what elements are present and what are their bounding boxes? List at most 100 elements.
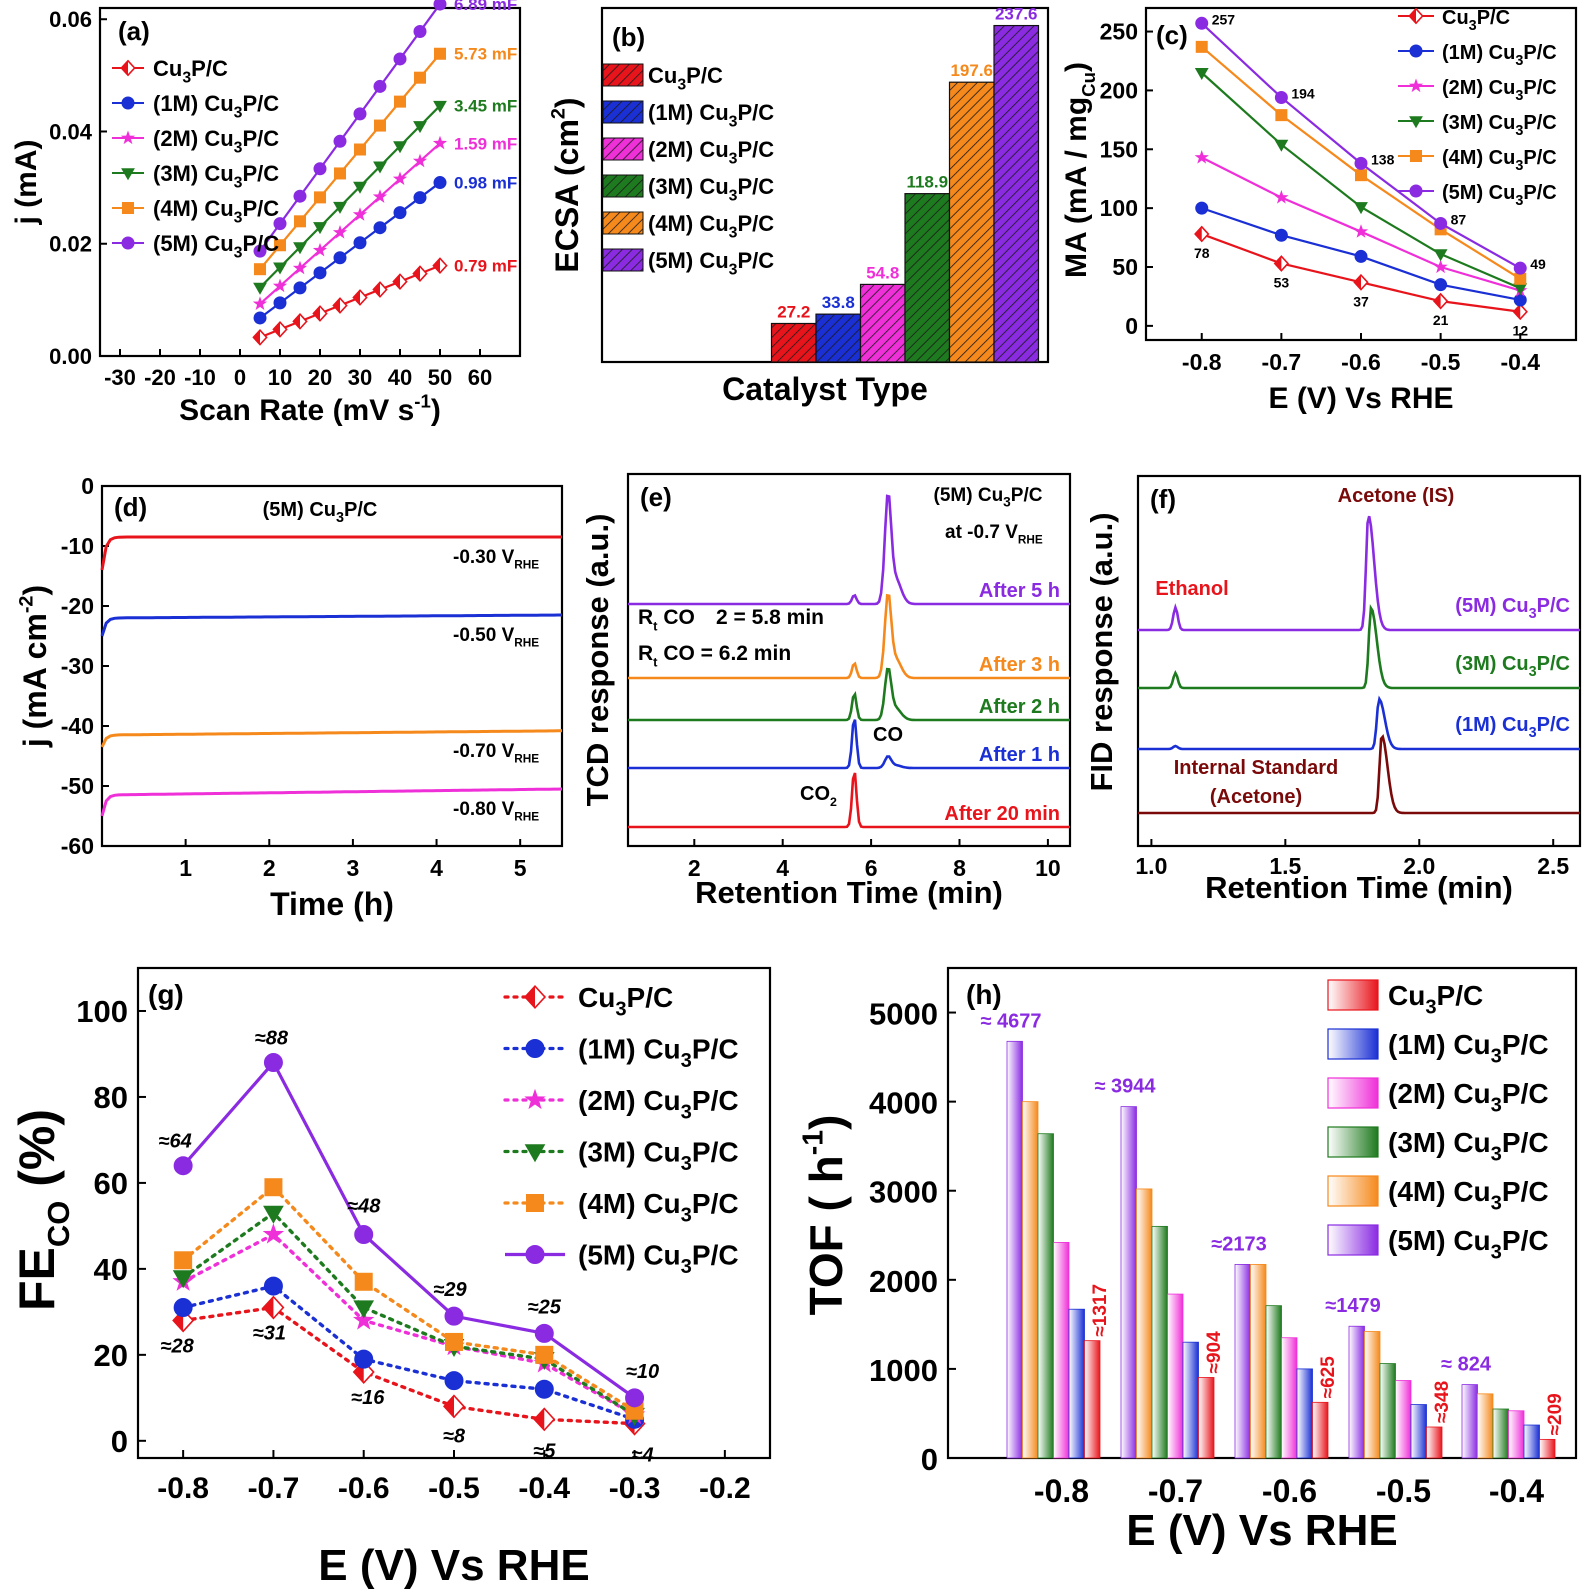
data-point bbox=[264, 1178, 283, 1197]
x-tick-label: 40 bbox=[388, 365, 412, 390]
data-point bbox=[353, 1300, 375, 1319]
text-subscript: 3 bbox=[1491, 1094, 1502, 1116]
bar-value-label: ≈904 bbox=[1204, 1331, 1225, 1374]
text-part: Cu bbox=[1388, 980, 1425, 1011]
text-part: (2M) bbox=[578, 1085, 643, 1116]
data-point bbox=[433, 176, 447, 190]
text-part: /C bbox=[752, 211, 774, 236]
legend-swatch bbox=[1327, 1028, 1379, 1060]
data-point bbox=[535, 1345, 554, 1364]
trace-label: After 20 min bbox=[944, 803, 1060, 825]
data-point bbox=[312, 305, 328, 322]
text-part: /C bbox=[206, 56, 228, 81]
y-tick-label: 60 bbox=[94, 1166, 128, 1201]
panel-a: -30 -20 -10 0 10 20 30 40 50 60 0.00 0.02 0.04 0.06 (a… bbox=[10, 0, 522, 427]
text-part: Cu bbox=[699, 174, 728, 199]
x-tick-label: 0 bbox=[234, 365, 246, 390]
data-point bbox=[1353, 273, 1369, 291]
chromatogram-trace bbox=[628, 772, 1070, 829]
text-subscript: 3 bbox=[729, 225, 738, 242]
legend-swatch bbox=[1327, 1077, 1379, 1109]
text-part: /C bbox=[1550, 595, 1570, 617]
y-tick-label: -10 bbox=[61, 533, 94, 559]
bar bbox=[1182, 1341, 1199, 1459]
text-subscript: 3 bbox=[234, 105, 243, 122]
current-trace bbox=[100, 729, 562, 748]
data-point bbox=[254, 263, 266, 276]
marker-fill bbox=[534, 1408, 545, 1431]
text-part: Cu bbox=[204, 126, 233, 151]
panel-e: 2 4 6 8 10 (e) Retention Time (min) TCD respons… bbox=[580, 472, 1072, 910]
bar-value-label: ≈1479 bbox=[1325, 1295, 1380, 1317]
text-part: /C bbox=[1455, 980, 1483, 1011]
text-subscript: 3 bbox=[336, 510, 344, 526]
legend-label: Cu3P/C bbox=[1442, 7, 1510, 34]
data-label: ≈88 bbox=[255, 1028, 289, 1050]
y-tick-label: 80 bbox=[94, 1080, 128, 1115]
text-part: Cu bbox=[1489, 42, 1516, 64]
text-part: Cu bbox=[1502, 653, 1529, 675]
marker-fill bbox=[333, 298, 340, 313]
data-point bbox=[533, 1407, 556, 1432]
legend-swatch bbox=[1327, 1126, 1379, 1158]
legend-swatch bbox=[602, 248, 644, 272]
text-part: P bbox=[737, 248, 752, 273]
text-part: Cu bbox=[699, 211, 728, 236]
data-point bbox=[292, 313, 308, 330]
text-subscript: 3 bbox=[234, 210, 243, 227]
data-label: 49 bbox=[1530, 256, 1546, 272]
data-point bbox=[352, 207, 368, 221]
text-part: ) bbox=[549, 97, 585, 108]
text-subscript: 2 bbox=[830, 795, 837, 809]
text-part: Scan Rate (mV s bbox=[179, 394, 414, 427]
retention-note: 2 = 5.8 min bbox=[716, 606, 824, 629]
bar bbox=[1167, 1293, 1184, 1459]
x-tick-label: 30 bbox=[348, 365, 372, 390]
text-part: Cu bbox=[648, 63, 677, 88]
bar-value-label: 54.8 bbox=[866, 263, 899, 282]
data-point bbox=[293, 242, 307, 255]
text-part: /C bbox=[257, 91, 279, 116]
legend-marker bbox=[1409, 184, 1423, 198]
bar bbox=[815, 313, 862, 363]
legend-marker bbox=[121, 96, 135, 110]
text-subscript: 3 bbox=[1515, 53, 1523, 69]
text-part: (2M) bbox=[1388, 1078, 1453, 1109]
text-part: P bbox=[191, 56, 206, 81]
text-part: Cu bbox=[578, 982, 615, 1013]
text-subscript: 3 bbox=[1529, 606, 1537, 622]
data-point bbox=[433, 100, 447, 113]
y-axis-title: j (mA cm-2) bbox=[16, 585, 53, 748]
peak-label: CO bbox=[873, 724, 903, 746]
text-subscript: RHE bbox=[514, 753, 539, 766]
panel-title: (5M) Cu3P/C bbox=[934, 485, 1043, 510]
y-tick-label: 5000 bbox=[869, 997, 938, 1032]
bar-value-label: 33.8 bbox=[822, 293, 855, 312]
text-subscript: 3 bbox=[1515, 88, 1523, 104]
text-part: /C bbox=[257, 126, 279, 151]
y-tick-label: 250 bbox=[1100, 19, 1138, 45]
text-part: ) bbox=[1060, 62, 1093, 72]
text-subscript: 3 bbox=[729, 114, 738, 131]
x-tick-label: 1.5 bbox=[1269, 853, 1301, 879]
x-axis-title: Retention Time (min) bbox=[695, 875, 1003, 910]
legend-label: (5M) Cu3P/C bbox=[1388, 1225, 1549, 1263]
fit-line bbox=[259, 3, 441, 252]
text-part: (5M) bbox=[1455, 595, 1502, 617]
text-part: Cu bbox=[1453, 1176, 1490, 1207]
series-line bbox=[181, 1184, 637, 1413]
text-part: /C bbox=[1537, 77, 1557, 99]
text-part: (3M) bbox=[1455, 653, 1502, 675]
data-point bbox=[1514, 272, 1527, 285]
panel-g: -0.8 -0.7 -0.6 -0.5 -0.4 -0.3 -0.2 0 20 40 60 80 100… bbox=[9, 966, 772, 1590]
text-part: (5M) bbox=[934, 485, 978, 506]
y-axis-title: FID response (a.u.) bbox=[1084, 512, 1119, 791]
data-point bbox=[174, 1251, 193, 1270]
potential-label: -0.80 VRHE bbox=[453, 799, 539, 824]
data-point bbox=[394, 95, 406, 108]
text-part: P bbox=[1523, 182, 1536, 204]
text-part: /C bbox=[711, 1137, 739, 1168]
data-point bbox=[625, 1388, 645, 1408]
panel-label: (h) bbox=[966, 979, 1002, 1010]
